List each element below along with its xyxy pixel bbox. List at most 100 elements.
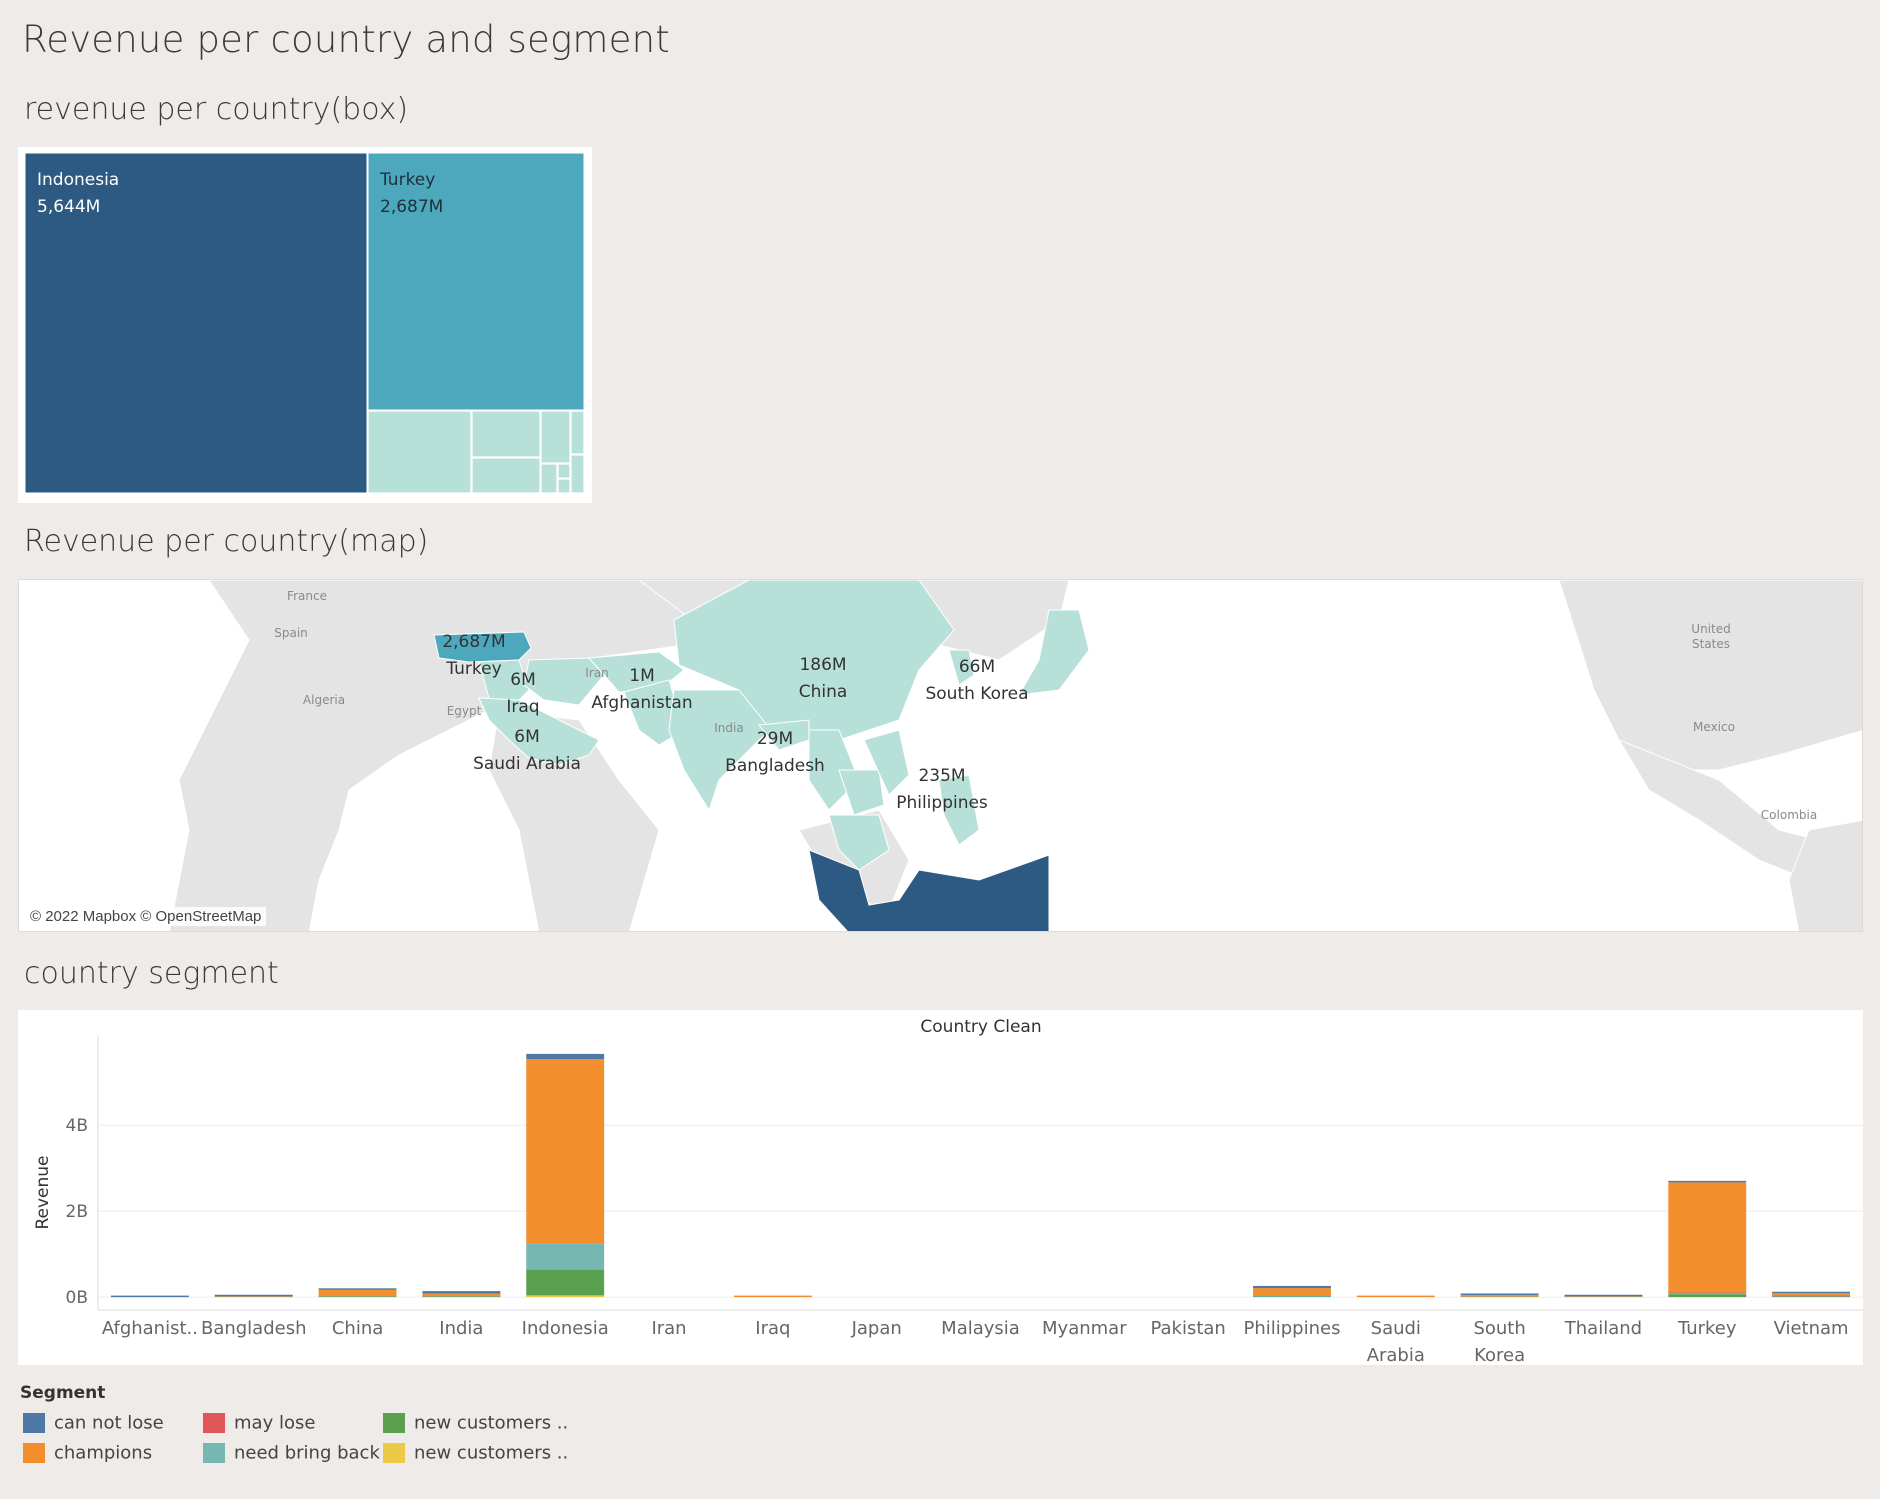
bar-segment[interactable] — [526, 1295, 605, 1298]
country-philippines[interactable] — [938, 774, 980, 846]
legend-swatch — [203, 1413, 225, 1433]
bar-segment[interactable] — [1668, 1180, 1747, 1183]
country-south-korea[interactable] — [948, 649, 975, 686]
bar-segment[interactable] — [526, 1059, 605, 1244]
legend-swatch — [23, 1443, 45, 1463]
bar-segment[interactable] — [1564, 1294, 1643, 1297]
legend-item[interactable]: can not lose — [23, 1412, 164, 1434]
country-vietnam[interactable] — [863, 729, 910, 796]
bar-segment[interactable] — [526, 1053, 605, 1060]
treemap-tile-small[interactable] — [540, 410, 571, 464]
x-tick-label: Myanmar — [1042, 1318, 1127, 1339]
x-tick-label: Korea — [1474, 1345, 1525, 1365]
legend-item[interactable]: new customers .. — [383, 1442, 568, 1464]
bar-segment[interactable] — [318, 1289, 397, 1297]
treemap-title: revenue per country(box) — [24, 92, 409, 127]
x-tick-label: Turkey — [1677, 1318, 1737, 1339]
country-malaysia[interactable] — [828, 814, 890, 871]
legend-item[interactable]: champions — [23, 1442, 152, 1464]
country-china[interactable] — [673, 580, 955, 741]
map-country-label: 186M China — [799, 655, 848, 702]
x-tick-label: Iraq — [755, 1318, 790, 1339]
bar-segment[interactable] — [318, 1288, 397, 1290]
x-tick-label: India — [439, 1318, 483, 1339]
bar-segment[interactable] — [110, 1295, 189, 1298]
stacked-bar-chart: Country Clean 0B 2B 4B Revenue Afghanist.. Ban… — [33, 1017, 1863, 1365]
map-title: Revenue per country(map) — [24, 524, 429, 559]
y-axis-label: Revenue — [33, 1155, 53, 1229]
bar-segment[interactable] — [1668, 1182, 1747, 1293]
x-tick-label: Malaysia — [941, 1318, 1020, 1339]
legend-title: Segment — [20, 1383, 106, 1403]
country-iraq[interactable] — [478, 659, 530, 706]
treemap-tile-turkey[interactable] — [367, 152, 585, 411]
bar-segment[interactable] — [422, 1291, 501, 1294]
legend-item[interactable]: new customers .. — [383, 1412, 568, 1434]
x-tick-label: Bangladesh — [201, 1318, 307, 1339]
treemap-tile-small[interactable] — [557, 478, 571, 494]
map-base-label: Spain — [274, 626, 308, 640]
legend-label: new customers .. — [414, 1412, 569, 1434]
map-land-africa-europe — [168, 580, 720, 931]
chart-title: Country Clean — [920, 1017, 1041, 1037]
x-tick-label: China — [332, 1318, 383, 1339]
map-base-label: India — [714, 721, 743, 735]
map-country-label: 66M South Korea — [925, 657, 1028, 704]
bar-segment[interactable] — [1668, 1294, 1747, 1298]
y-tick-label: 0B — [66, 1288, 88, 1308]
treemap-tile-small[interactable] — [570, 410, 585, 455]
treemap-tile-small[interactable] — [471, 457, 541, 494]
segment-chart-title: country segment — [24, 956, 279, 991]
treemap-tile-indonesia[interactable] — [24, 152, 368, 494]
legend-item[interactable]: need bring back — [203, 1442, 380, 1464]
legend-item[interactable]: may lose — [203, 1412, 315, 1434]
bar-segment[interactable] — [1253, 1295, 1331, 1297]
bar-segment[interactable] — [1772, 1293, 1851, 1296]
country-saudi-arabia[interactable] — [478, 697, 600, 766]
svg-text:Afghanistan: Afghanistan — [591, 693, 692, 713]
treemap-label: Turkey — [379, 170, 435, 190]
map-land-south-america — [1788, 819, 1862, 931]
bar-segment[interactable] — [733, 1295, 812, 1298]
svg-text:Philippines: Philippines — [896, 793, 988, 813]
country-japan[interactable] — [1018, 609, 1090, 696]
treemap-tile-small[interactable] — [557, 463, 571, 479]
bar-segment[interactable] — [1253, 1285, 1331, 1289]
treemap-tile-small[interactable] — [570, 454, 585, 494]
bar-segment[interactable] — [422, 1293, 501, 1297]
bar-segment[interactable] — [214, 1294, 293, 1297]
bar-segment[interactable] — [526, 1243, 605, 1270]
svg-text:186M: 186M — [799, 655, 846, 675]
bar-segment[interactable] — [1253, 1288, 1331, 1296]
treemap-tile-small[interactable] — [471, 410, 541, 458]
x-tick-label: South — [1473, 1318, 1525, 1339]
bar-segment[interactable] — [1460, 1293, 1539, 1295]
x-tick-label: Japan — [851, 1318, 902, 1339]
bar-segment[interactable] — [1668, 1292, 1747, 1295]
x-tick-label: Philippines — [1243, 1318, 1340, 1339]
svg-text:66M: 66M — [959, 657, 995, 677]
bar-segment[interactable] — [1356, 1295, 1435, 1298]
bar-segment[interactable] — [526, 1269, 605, 1296]
svg-text:China: China — [799, 682, 848, 702]
choropleth-map[interactable]: France Spain Algeria Egypt Iran India UnitedSt… — [19, 580, 1863, 932]
svg-text:Bangladesh: Bangladesh — [725, 756, 825, 776]
map-country-label: 6M Iraq — [506, 670, 539, 717]
bar-segment[interactable] — [1772, 1291, 1851, 1294]
map-panel[interactable]: France Spain Algeria Egypt Iran India United St… — [18, 579, 1863, 932]
bar-segment[interactable] — [1460, 1294, 1539, 1297]
treemap-tile-small[interactable] — [367, 410, 472, 494]
x-tick-label: Indonesia — [522, 1318, 609, 1339]
treemap-panel: Indonesia 5,644M Turkey 2,687M — [18, 147, 592, 503]
bar-chart-panel: Country Clean 0B 2B 4B Revenue Afghanist.. Ban… — [18, 1010, 1863, 1365]
legend-label: new customers .. — [414, 1442, 569, 1464]
treemap-label: Indonesia — [37, 170, 119, 190]
map-base-label: Colombia — [1761, 808, 1817, 822]
legend-label: can not lose — [54, 1412, 164, 1434]
map-attribution[interactable]: © 2022 Mapbox © OpenStreetMap — [25, 907, 267, 926]
country-thailand[interactable] — [838, 769, 885, 816]
legend-swatch — [203, 1443, 225, 1463]
svg-text:Turkey: Turkey — [445, 659, 501, 679]
treemap-tile-small[interactable] — [540, 463, 558, 494]
country-indonesia[interactable] — [808, 849, 1050, 932]
